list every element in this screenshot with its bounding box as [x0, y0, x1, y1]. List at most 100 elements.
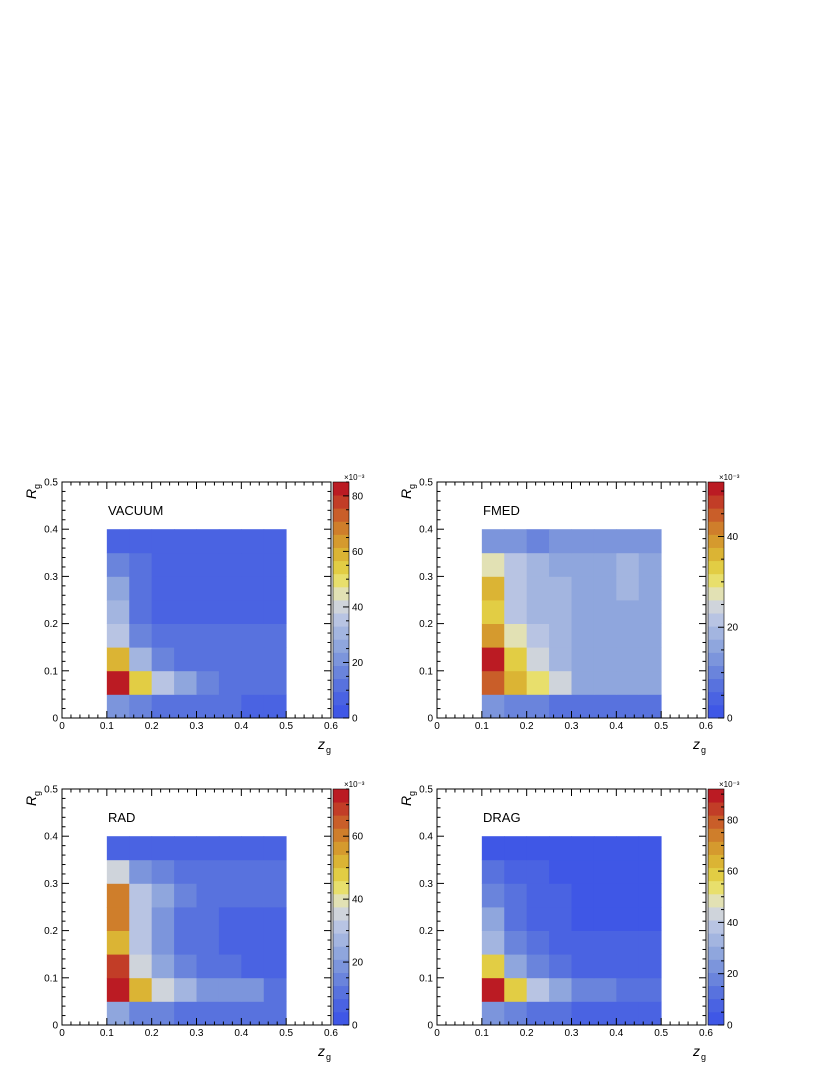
x-tick-label: 0 — [59, 1028, 65, 1039]
panel-drag: 0 0.1 0.2 0.3 0.4 0.5 0.600.10.20.30.40.5z gRgD… — [398, 780, 740, 1062]
heatmap-cell — [241, 1001, 265, 1026]
colorbar-segment — [708, 521, 724, 535]
heatmap-cell — [218, 647, 242, 672]
heatmap-cell — [196, 623, 220, 648]
colorbar-segment — [333, 704, 349, 719]
colorbar-segment — [333, 665, 349, 680]
colorbar-segment — [708, 1011, 724, 1026]
heatmap-cell — [638, 883, 662, 908]
heatmap-cell — [218, 623, 242, 648]
y-tick-label: 0 — [427, 1021, 433, 1032]
colorbar-segment — [708, 893, 724, 908]
heatmap-cell — [241, 859, 265, 884]
heatmap-cell — [129, 694, 153, 719]
heatmap-cell — [504, 529, 528, 554]
heatmap-cell — [549, 600, 572, 624]
colorbar-segment — [333, 560, 349, 575]
panel-label: DRAG — [483, 810, 521, 825]
heatmap-cell — [481, 836, 505, 861]
panel-vacuum: 0 0.1 0.2 0.3 0.4 0.5 0.600.10.20.30.40.5z gRgV… — [23, 473, 365, 755]
heatmap-cell — [549, 529, 572, 554]
heatmap-cell — [481, 930, 505, 955]
x-tick-label: 0 — [434, 1028, 440, 1039]
heatmap-cell — [593, 836, 617, 861]
panel-fmed: 0 0.1 0.2 0.3 0.4 0.5 0.600.10.20.30.40.5z gRgF… — [398, 473, 740, 755]
y-axis-label-group: Rg — [398, 791, 417, 806]
x-tick-label: 0.1 — [100, 1028, 114, 1039]
colorbar-segment — [333, 652, 349, 666]
heatmap-cell — [593, 859, 617, 884]
heatmap-cell — [616, 647, 640, 672]
heatmap-cell — [218, 930, 242, 955]
colorbar-segment — [708, 867, 724, 882]
heatmap-cell — [241, 552, 265, 577]
heatmap-cell — [174, 623, 197, 648]
heatmap-cell — [129, 954, 153, 979]
colorbar-tick-label: 20 — [352, 958, 364, 969]
colorbar-segment — [708, 600, 724, 614]
heatmap-cell — [526, 694, 550, 719]
heatmap-cell — [151, 670, 175, 695]
colorbar-segment — [708, 508, 724, 522]
heatmap-cell — [241, 930, 265, 955]
y-tick-label: 0.5 — [44, 785, 58, 796]
heatmap-cell — [549, 859, 572, 884]
heatmap-cell — [196, 694, 220, 719]
y-tick-label: 0.4 — [44, 525, 58, 536]
heatmap-cell — [638, 907, 662, 931]
heatmap-cell — [504, 623, 528, 648]
heatmap-cell — [549, 977, 572, 1002]
y-tick-label: 0.3 — [419, 572, 433, 583]
colorbar-segment — [708, 573, 724, 588]
heatmap-cell — [593, 954, 617, 979]
x-tick-label: 0.2 — [520, 721, 534, 732]
heatmap-cell — [526, 954, 550, 979]
heatmap-cell — [263, 694, 287, 719]
heatmap-cell — [106, 977, 130, 1002]
heatmap-cell — [129, 576, 153, 601]
colorbar-segment — [333, 998, 349, 1013]
heatmap-cell — [129, 552, 153, 577]
colorbar-segment — [708, 704, 724, 719]
heatmap-cell — [106, 1001, 130, 1026]
heatmap-cell — [218, 552, 242, 577]
heatmap-cell — [593, 1001, 617, 1026]
heatmap-cell — [218, 600, 242, 624]
heatmap-cell — [504, 670, 528, 695]
heatmap-cell — [571, 694, 595, 719]
heatmap-cell — [504, 907, 528, 931]
heatmap-cell — [106, 623, 130, 648]
heatmap-cell — [218, 977, 242, 1002]
heatmap-cell — [549, 907, 572, 931]
heatmap-cell — [196, 954, 220, 979]
heatmap-cell — [481, 529, 505, 554]
colorbar-segment — [708, 678, 724, 693]
x-axis-label-sub: g — [326, 745, 331, 755]
colorbar-exponent: ×10⁻³ — [344, 780, 365, 789]
panel-rad: 0 0.1 0.2 0.3 0.4 0.5 0.600.10.20.30.40.5z gRgR… — [23, 780, 365, 1062]
heatmap-cell — [593, 576, 617, 601]
colorbar-segment — [333, 946, 349, 960]
y-axis-label-sub: g — [407, 791, 417, 796]
heatmap-cell — [106, 859, 130, 884]
colorbar-tick-label: 20 — [727, 969, 739, 980]
heatmap-cell — [549, 670, 572, 695]
colorbar-segment — [333, 534, 349, 548]
y-tick-label: 0.5 — [419, 478, 433, 489]
heatmap-cell — [638, 647, 662, 672]
x-tick-label: 0.5 — [654, 1028, 668, 1039]
heatmap-cell — [526, 576, 550, 601]
panel-label: FMED — [483, 503, 520, 518]
colorbar-segment — [708, 560, 724, 575]
heatmap-cell — [481, 670, 505, 695]
heatmap-cell — [481, 600, 505, 624]
colorbar-frame — [332, 788, 350, 1026]
heatmap-cell — [504, 836, 528, 861]
colorbar-segment — [333, 586, 349, 601]
colorbar-segment — [708, 828, 724, 842]
colorbar-segment — [708, 495, 724, 509]
y-tick-label: 0.2 — [419, 926, 433, 937]
heatmap-cell — [129, 600, 153, 624]
x-axis-label-sub: g — [701, 1052, 706, 1062]
x-tick-label: 0.1 — [475, 721, 489, 732]
